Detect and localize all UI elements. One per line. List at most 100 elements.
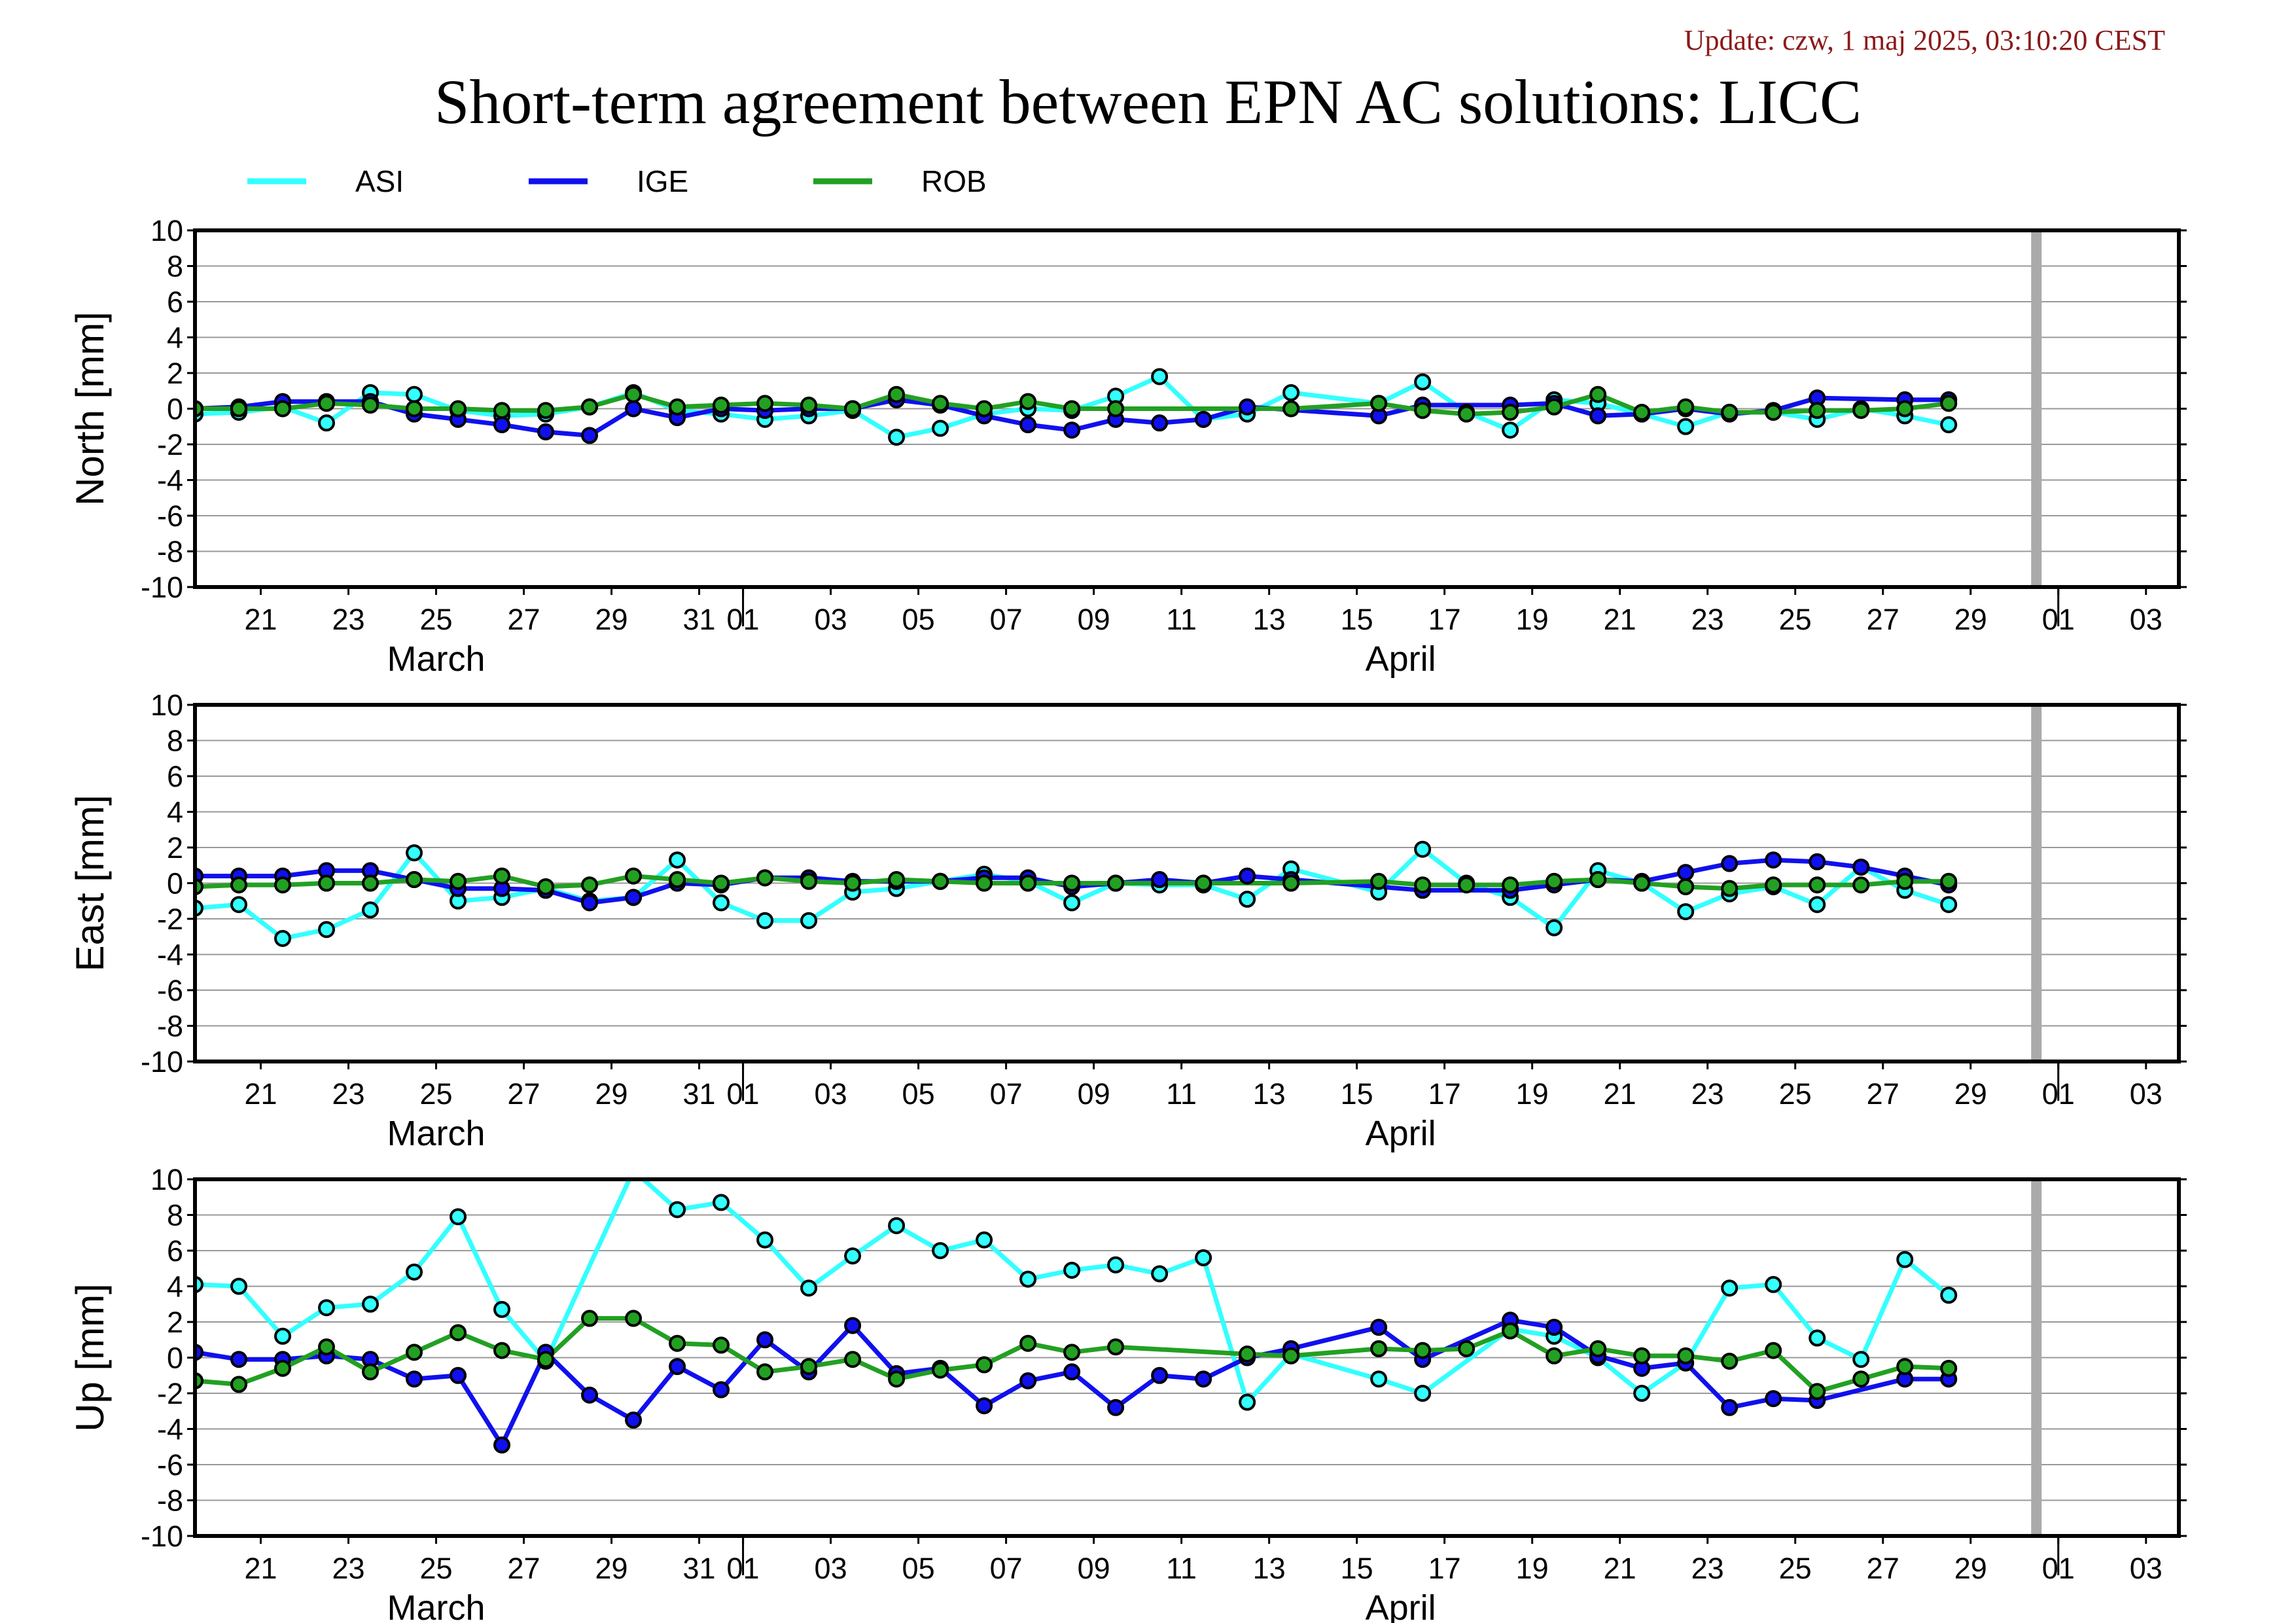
data-point-rob [888,871,906,889]
x-tick-label: 09 [1078,1077,1110,1111]
y-tick-label: 0 [167,867,183,901]
data-point-rob [581,876,599,894]
data-point-asi [1063,894,1081,912]
data-point-asi [406,1263,423,1281]
data-point-ige [1151,871,1169,889]
y-tick-label: 0 [167,1342,183,1375]
data-point-asi [932,1242,949,1259]
y-tick-label: -4 [157,938,183,972]
data-point-rob [800,397,818,414]
legend-label-rob: ROB [921,164,987,198]
data-point-asi [362,1295,380,1313]
data-point-ige [450,1366,467,1384]
data-point-rob [1370,395,1388,412]
y-tick-label: -8 [157,535,183,569]
data-point-rob [976,400,993,418]
data-point-ige [537,423,555,440]
x-tick-label: 21 [1604,603,1636,636]
x-tick-label: 23 [1691,603,1724,636]
data-point-asi [1940,1287,1958,1304]
data-point-asi [1019,1270,1037,1288]
data-point-rob [1852,1370,1870,1388]
x-tick-label: 25 [1779,1077,1812,1111]
y-tick-label: -10 [141,571,183,604]
data-point-asi [1107,1256,1125,1274]
data-point-rob [1458,1340,1475,1357]
data-point-rob [1809,402,1826,419]
x-tick-label: 29 [1954,603,1987,636]
data-point-rob [625,867,643,885]
x-tick-label: 29 [1954,1077,1987,1111]
data-point-rob [1765,403,1782,421]
x-tick-label: 23 [332,1552,364,1585]
data-point-asi [1633,1385,1651,1402]
data-point-ige [1063,1363,1081,1381]
data-point-asi [1414,1385,1432,1402]
series-line-asi [195,374,1949,440]
data-point-ige [1809,853,1826,870]
data-point-rob [1107,1338,1125,1356]
today-marker [2031,230,2042,587]
data-point-ige [1721,855,1739,872]
x-tick-label: 05 [902,1077,935,1111]
data-point-asi [1677,903,1695,921]
data-point-rob [1633,1347,1651,1364]
data-point-asi [1063,1261,1081,1279]
data-point-rob [1063,1344,1081,1361]
data-point-rob [1721,1352,1739,1370]
x-tick-label: 21 [244,1552,277,1585]
data-point-rob [1545,398,1563,416]
data-point-asi [1677,418,1695,435]
y-tick-label: 2 [167,1306,183,1339]
data-point-ige [1151,414,1169,432]
data-point-rob [1458,405,1475,423]
x-tick-label: 23 [332,1077,364,1111]
data-point-rob [1721,403,1739,421]
y-tick-label: 0 [167,393,183,426]
data-point-asi [713,1194,730,1211]
data-point-rob [844,400,862,418]
y-tick-label: 4 [167,321,183,355]
x-tick-label: 19 [1516,1077,1549,1111]
y-tick-label: -2 [157,1377,183,1410]
x-tick-label: 25 [419,603,452,636]
data-point-ige [976,1397,993,1415]
x-tick-label: 27 [508,603,540,636]
data-point-ige [625,400,643,418]
data-point-rob [932,872,949,890]
y-axis-label: North [mm] [68,312,112,506]
data-point-ige [669,1358,686,1376]
x-tick-label: 29 [595,603,628,636]
data-point-asi [1370,1370,1388,1388]
x-tick-label: 09 [1078,1552,1110,1585]
data-point-rob [976,874,993,892]
x-tick-label: 11 [1166,1077,1197,1111]
x-tick-label: 27 [1867,1077,1899,1111]
x-tick-label: 25 [419,1077,452,1111]
data-point-asi [1151,1265,1169,1283]
x-tick-label: 13 [1253,1077,1286,1111]
series-line-asi [195,1179,1951,1405]
data-point-rob [493,402,511,419]
plot-frame [193,703,2181,1063]
data-point-rob [713,874,730,892]
series-group [195,1179,1958,1454]
data-point-rob [1896,1358,1914,1376]
x-tick-label: 25 [1779,1552,1812,1585]
data-point-rob [1545,1347,1563,1364]
data-point-asi [800,912,818,929]
y-tick-label: 10 [150,1163,183,1196]
y-tick-label: -8 [157,1010,183,1043]
data-point-rob [1589,385,1607,403]
data-point-asi [1896,1251,1914,1268]
x-tick-label: 09 [1078,603,1110,636]
x-tick-label: 03 [2130,1077,2163,1111]
data-point-rob [318,395,336,412]
data-point-asi [1151,368,1169,385]
y-tick-label: -4 [157,464,183,497]
data-point-ige [1721,1399,1739,1416]
data-point-asi [450,1208,467,1226]
data-point-rob [1282,874,1300,892]
